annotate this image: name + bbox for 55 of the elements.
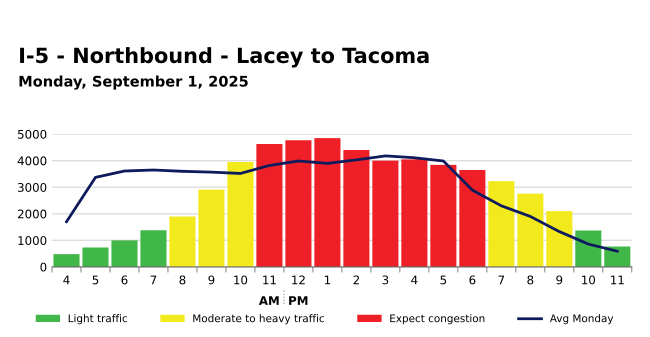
chart-title: I-5 - Northbound - Lacey to Tacoma [20, 47, 429, 68]
x-tick-label: 11 [611, 276, 624, 284]
x-tick-label: 3 [382, 275, 388, 284]
bar [488, 181, 514, 267]
x-tick-label: 6 [122, 275, 128, 284]
bar [198, 190, 224, 267]
x-tick-label: 7 [498, 276, 504, 284]
bar [53, 254, 80, 267]
bar [140, 230, 167, 267]
x-tick-label: 2 [354, 275, 359, 284]
bar [575, 230, 602, 267]
bar [343, 150, 370, 267]
bar [82, 248, 109, 267]
x-tick-label: 9 [556, 275, 562, 284]
x-tick-label: 4 [411, 276, 418, 284]
bar [285, 140, 312, 267]
text: PM [289, 296, 308, 305]
y-tick-label: 3000 [18, 182, 46, 192]
legend-label: Expect congestion [390, 314, 484, 324]
x-tick-label: 8 [180, 275, 186, 284]
bar [604, 246, 630, 267]
bar [401, 159, 428, 267]
x-tick-label: 12 [292, 275, 305, 284]
bar [314, 138, 340, 267]
x-tick-label: 1 [324, 276, 330, 284]
x-tick-label: 11 [263, 276, 276, 284]
chart-subtitle: Monday, September 1, 2025 [20, 75, 248, 90]
x-tick-label: 6 [469, 275, 476, 284]
x-tick-label: 10 [234, 275, 248, 284]
x-tick-label: 9 [208, 275, 214, 284]
bar [372, 160, 398, 267]
bar [546, 211, 572, 267]
bar [459, 170, 486, 267]
bar [517, 194, 544, 267]
x-tick-label: 5 [440, 276, 446, 284]
x-tick-label: 8 [527, 275, 534, 284]
bar [111, 240, 138, 267]
y-tick-label: 5000 [18, 130, 46, 139]
text: AM [258, 296, 279, 305]
bar [430, 164, 456, 267]
y-tick-label: 0 [40, 262, 46, 272]
y-tick-label: 2000 [18, 210, 46, 218]
x-tick-label: 7 [150, 276, 156, 284]
x-tick-label: 5 [92, 276, 98, 284]
legend-label: Light traffic [68, 314, 128, 324]
x-tick-label: 10 [582, 275, 596, 284]
line-series [65, 154, 619, 253]
bar [256, 144, 282, 267]
bar [169, 216, 196, 267]
legend-label: Avg Monday [550, 314, 614, 324]
legend-label: Moderate to heavy traffic [193, 314, 324, 324]
x-tick-label: 4 [63, 276, 70, 284]
bar [227, 162, 254, 267]
y-tick-label: 4000 [18, 156, 46, 166]
y-tick-label: 1000 [18, 236, 46, 245]
